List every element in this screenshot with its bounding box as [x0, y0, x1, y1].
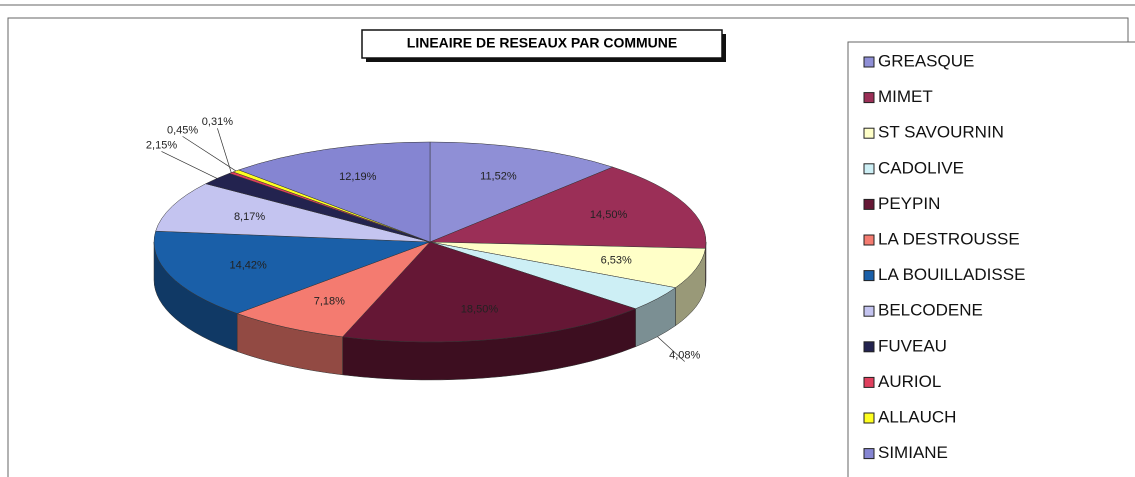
legend-label: LA BOUILLADISSE	[878, 265, 1025, 284]
legend-swatch	[863, 270, 875, 282]
data-label: 0,45%	[167, 124, 198, 136]
data-label: 8,17%	[234, 211, 265, 223]
slice	[153, 230, 431, 314]
slice	[342, 241, 637, 343]
leader-line	[161, 151, 218, 179]
slice	[429, 141, 614, 243]
legend-swatch	[863, 198, 875, 210]
data-label: 6,53%	[601, 255, 632, 267]
data-label: 14,50%	[590, 209, 628, 221]
slice	[237, 141, 431, 243]
legend-label: SIMIANE	[878, 443, 948, 462]
legend-label: LA DESTROUSSE	[878, 229, 1020, 248]
legend-label: BELCODENE	[878, 301, 983, 320]
legend-label: CADOLIVE	[878, 158, 964, 177]
data-label: 14,42%	[229, 260, 267, 272]
slice	[429, 241, 706, 288]
legend-swatch	[863, 163, 875, 175]
legend-swatch	[863, 305, 875, 317]
legend-swatch	[863, 127, 875, 139]
data-label: 0,31%	[202, 116, 233, 128]
legend-label: AURIOL	[878, 372, 941, 391]
legend-label: ALLAUCH	[878, 407, 956, 426]
slice	[236, 241, 431, 338]
legend-label: ST SAVOURNIN	[878, 123, 1004, 142]
legend-swatch	[863, 412, 875, 424]
data-label: 7,18%	[314, 296, 345, 308]
legend-swatch	[863, 341, 875, 353]
data-label: 12,19%	[339, 171, 377, 183]
legend-box	[847, 41, 1135, 477]
data-label: 11,52%	[480, 170, 517, 182]
legend-label: MIMET	[878, 87, 933, 106]
leader-line	[657, 336, 685, 362]
slice	[155, 183, 431, 243]
legend-label: FUVEAU	[878, 336, 947, 355]
legend-swatch	[863, 92, 875, 104]
legend-label: PEYPIN	[878, 194, 940, 213]
legend-swatch	[863, 56, 875, 68]
leader-line	[217, 128, 232, 173]
legend-swatch	[863, 448, 875, 460]
slice	[429, 166, 707, 249]
legend-swatch	[863, 234, 875, 246]
title-box	[361, 29, 723, 59]
data-label: 18,50%	[461, 304, 499, 316]
leader-line	[182, 136, 237, 172]
legend-label: GREASQUE	[878, 51, 974, 70]
chart-title: LINEAIRE DE RESEAUX PAR COMMUNE	[407, 35, 677, 51]
data-label: 2,15%	[146, 139, 177, 151]
legend-swatch	[863, 376, 875, 388]
data-label: 4,08%	[669, 349, 700, 361]
